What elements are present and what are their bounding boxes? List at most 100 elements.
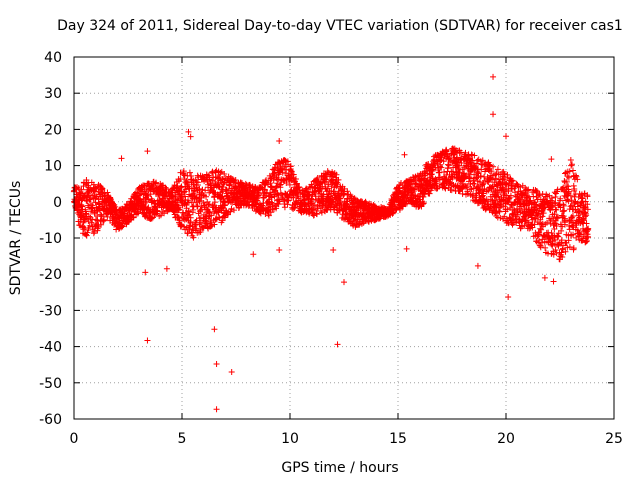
data-point [86, 213, 93, 220]
data-point [551, 225, 558, 232]
data-point [507, 204, 514, 211]
data-point [568, 162, 575, 169]
data-point [173, 201, 180, 208]
data-point [291, 204, 298, 211]
data-point [495, 193, 502, 200]
data-point [87, 208, 94, 215]
data-point [566, 223, 573, 230]
data-point [290, 174, 297, 181]
data-point [187, 214, 194, 221]
data-point [553, 214, 560, 221]
outlier-point [213, 360, 220, 367]
data-point [432, 164, 439, 171]
data-point [280, 196, 287, 203]
data-point [162, 184, 169, 191]
data-point [455, 165, 462, 172]
data-point [194, 182, 201, 189]
data-point [196, 197, 203, 204]
data-point [183, 180, 190, 187]
data-point [568, 161, 575, 168]
data-point [242, 180, 249, 187]
data-point [147, 191, 154, 198]
data-point [496, 208, 503, 215]
outlier-point [144, 148, 151, 155]
data-point [584, 238, 590, 245]
data-point [569, 212, 576, 219]
data-point [323, 176, 330, 183]
data-point [559, 245, 566, 252]
grid-lines [74, 57, 614, 419]
outlier-point [276, 137, 283, 144]
data-point [454, 154, 461, 161]
data-point [292, 198, 299, 205]
data-point [562, 248, 569, 255]
data-point [471, 152, 478, 159]
data-point [180, 189, 187, 196]
data-point [193, 225, 200, 232]
data-point [537, 242, 544, 249]
data-point [219, 188, 226, 195]
outlier-point [550, 278, 557, 285]
data-point [564, 244, 571, 251]
data-point [463, 184, 470, 191]
data-point [188, 172, 195, 179]
y-tick-label: -40 [39, 340, 62, 356]
data-point [558, 237, 565, 244]
data-point [98, 221, 105, 228]
data-point [486, 161, 493, 168]
y-axis-label: SDTVAR / TECUs [8, 181, 24, 296]
data-point [576, 208, 583, 215]
data-point [140, 210, 147, 217]
data-point [438, 164, 445, 171]
data-point [176, 214, 183, 221]
data-point [526, 225, 533, 232]
data-point [438, 154, 445, 161]
data-point [569, 167, 576, 174]
data-point [222, 201, 229, 208]
data-point [267, 209, 274, 216]
data-point [441, 184, 448, 191]
data-point [501, 170, 508, 177]
data-point [286, 181, 293, 188]
data-point [585, 225, 592, 232]
data-point [514, 211, 521, 218]
data-point [497, 198, 504, 205]
data-point [211, 221, 218, 228]
data-point [130, 214, 137, 221]
data-point [518, 218, 525, 225]
data-point [193, 178, 200, 185]
outlier-point [548, 156, 555, 163]
data-point [521, 222, 528, 229]
data-point [202, 187, 209, 194]
data-point [420, 200, 427, 207]
data-point [186, 211, 193, 218]
data-point [277, 166, 284, 173]
data-point [197, 214, 204, 221]
data-point [568, 197, 575, 204]
data-point [153, 179, 160, 186]
data-point [565, 174, 572, 181]
outlier-point [250, 251, 257, 258]
data-point [532, 201, 539, 208]
data-point [553, 206, 560, 213]
data-point [460, 183, 467, 190]
data-point [209, 177, 216, 184]
data-point [573, 234, 580, 241]
data-point [119, 223, 126, 230]
data-point [296, 186, 303, 193]
data-point [221, 170, 228, 177]
data-point [100, 218, 107, 225]
data-point [292, 176, 299, 183]
data-point [531, 221, 538, 228]
data-point [527, 197, 534, 204]
data-point [471, 180, 478, 187]
data-point [193, 217, 200, 224]
data-point [206, 201, 213, 208]
y-tick-label: 0 [53, 195, 62, 211]
x-tick-label: 20 [497, 431, 515, 447]
data-point [547, 207, 554, 214]
x-tick-label: 15 [389, 431, 407, 447]
outlier-point [144, 337, 151, 344]
y-tick-label: 40 [44, 50, 62, 66]
data-point [462, 173, 469, 180]
